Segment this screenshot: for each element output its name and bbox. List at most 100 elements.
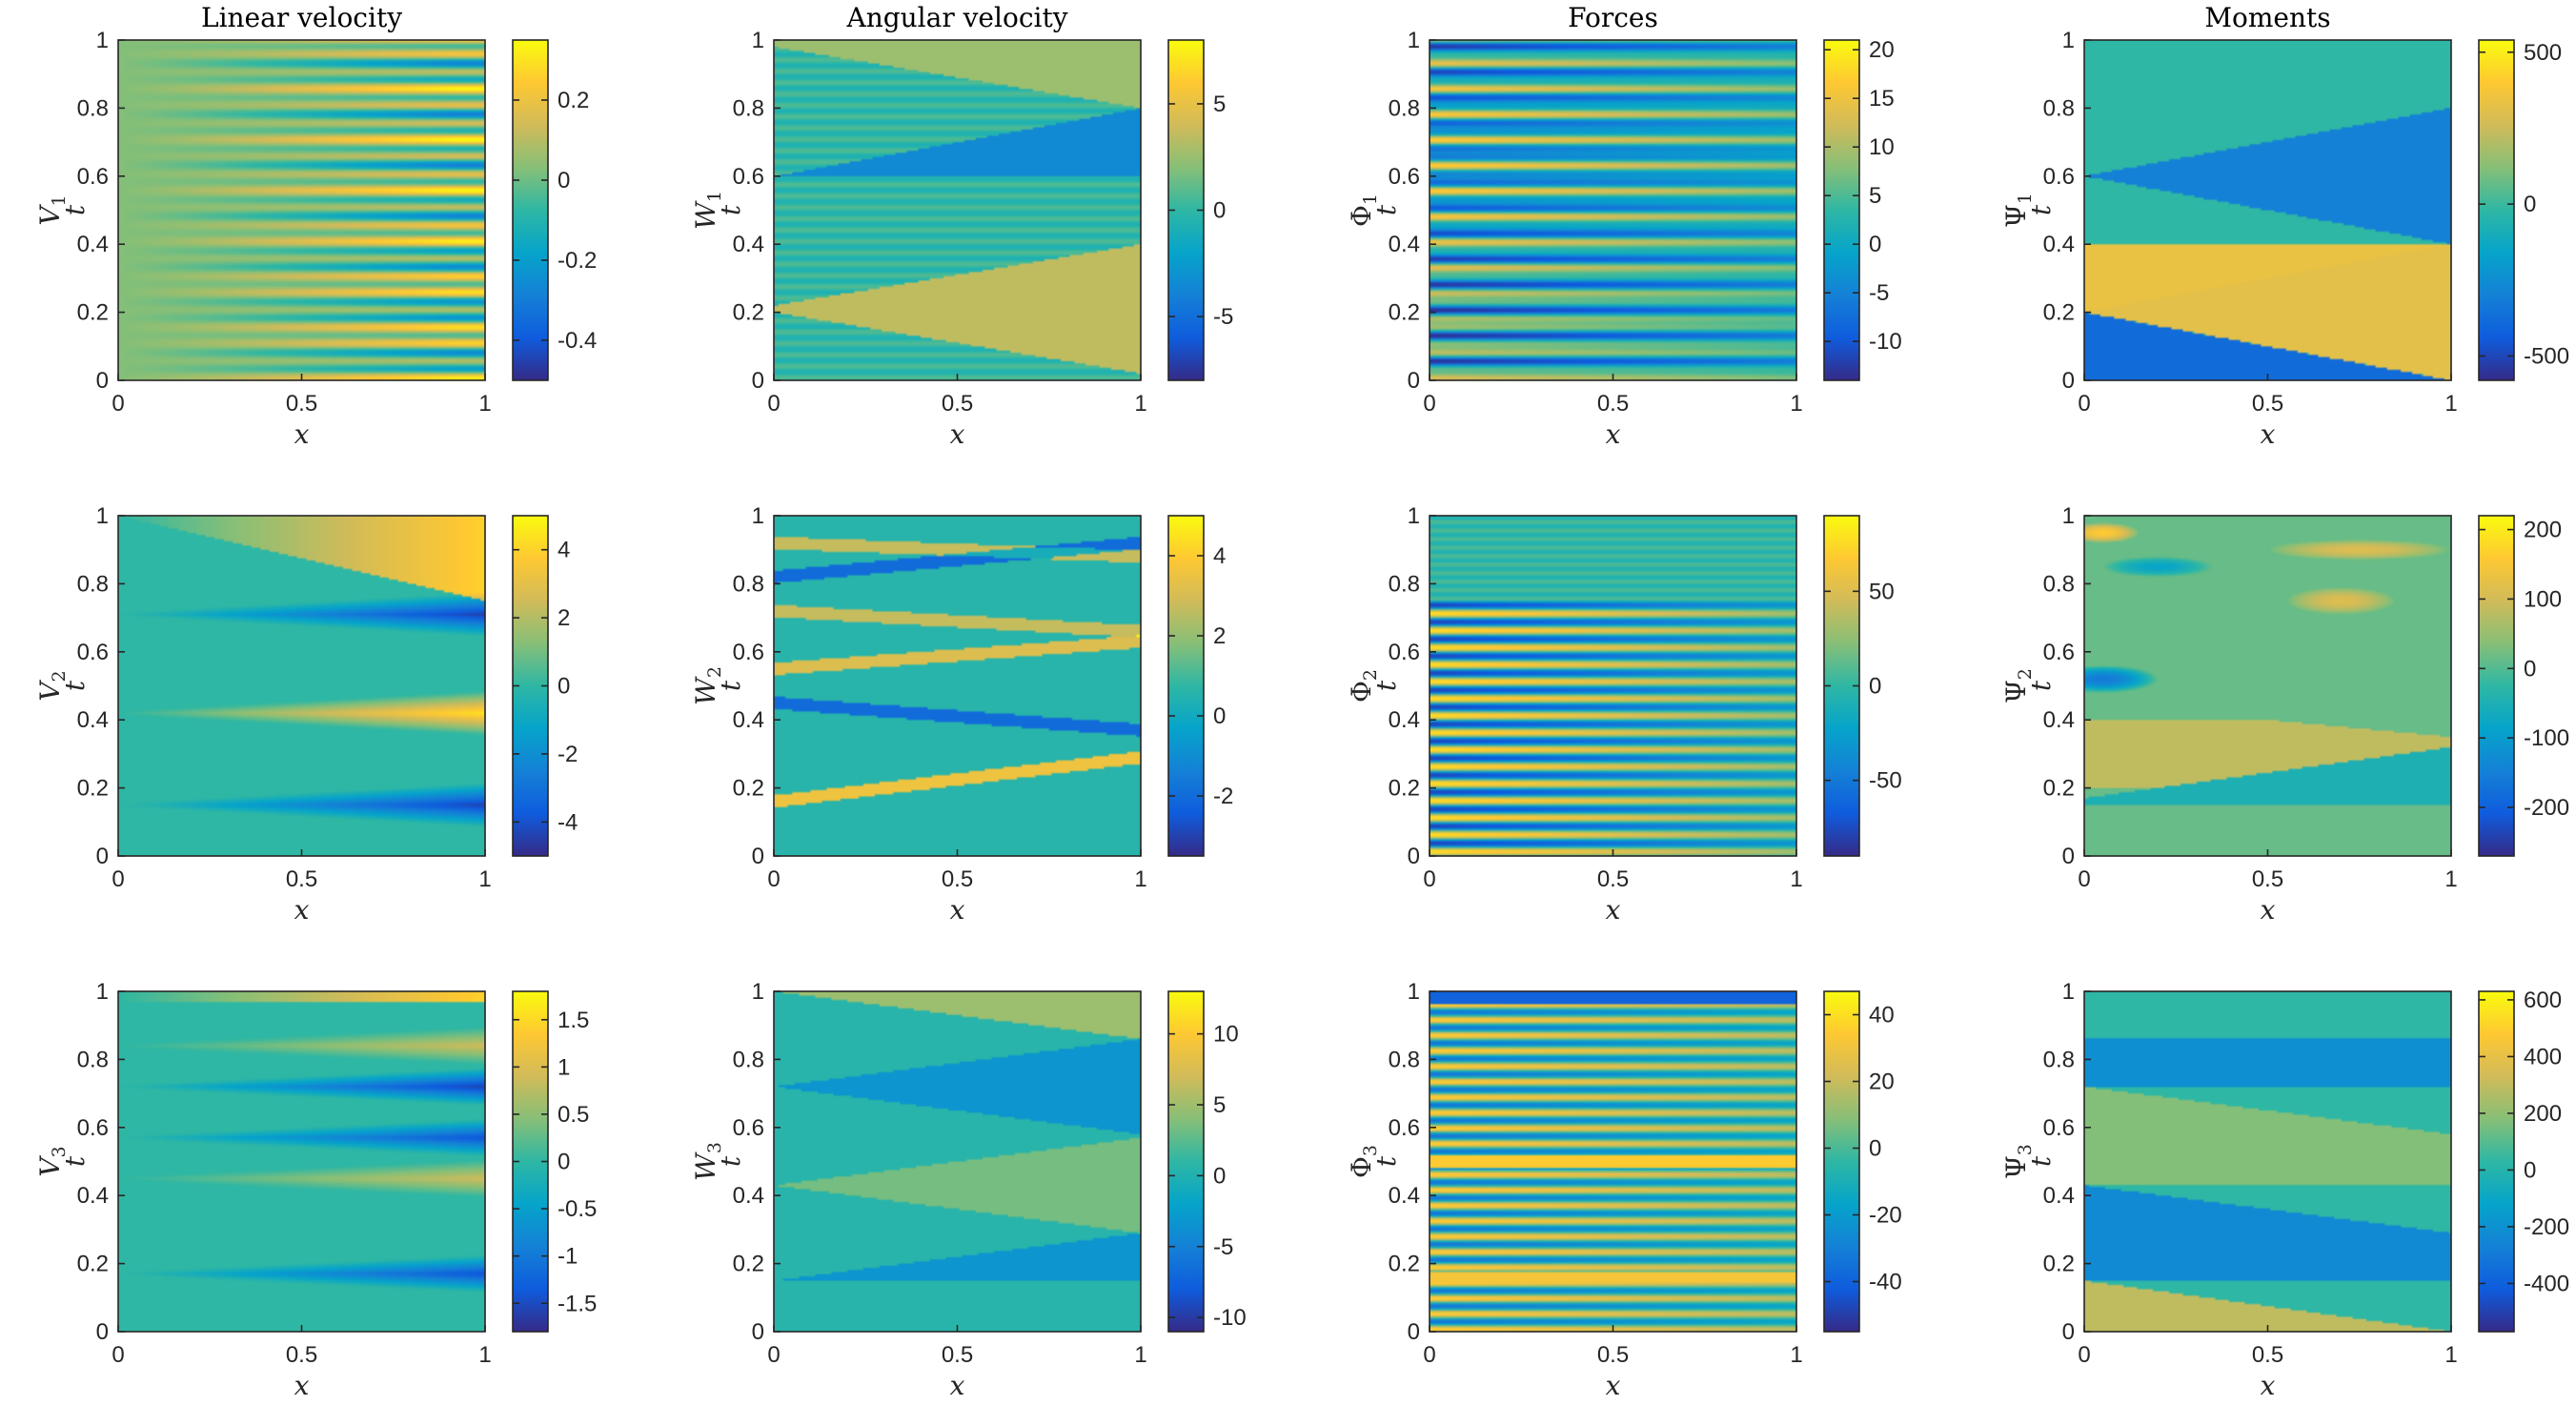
x-axis-label: x [2261, 1370, 2276, 1401]
y-tick-label: 1 [96, 28, 109, 53]
y-tick-label: 0 [752, 1319, 764, 1345]
heatmap-image [2084, 516, 2451, 856]
colorbar-tick-label: 200 [2524, 1101, 2562, 1127]
y-axis-variable: t [715, 680, 746, 691]
x-tick-label: 0 [1423, 1342, 1435, 1368]
y-tick-label: 0 [2062, 844, 2075, 869]
y-tick-label: 0.4 [2043, 232, 2075, 257]
y-tick-label: 1 [752, 979, 764, 1005]
y-tick-label: 0 [2062, 1319, 2075, 1345]
x-tick-label: 1 [1134, 391, 1146, 417]
colorbar-tick-label: 0.2 [558, 88, 589, 113]
y-tick-label: 0.6 [2043, 640, 2075, 665]
x-tick-label: 1 [1134, 1342, 1146, 1368]
colorbar-frame [2478, 515, 2515, 857]
y-tick-label: 0.4 [733, 1183, 764, 1209]
heatmap-image [1430, 40, 1796, 380]
x-tick-label: 0 [2078, 866, 2090, 892]
colorbar-tick-label: 500 [2524, 40, 2562, 66]
y-tick-label: 0.4 [77, 232, 109, 257]
y-tick-label: 0.4 [733, 707, 764, 733]
colorbar [2479, 40, 2514, 380]
y-tick-label: 0.8 [1389, 571, 1420, 597]
colorbar-tick-label: 0 [1213, 703, 1226, 729]
x-tick-label: 0.5 [1597, 391, 1629, 417]
colorbar-tick-label: 50 [1869, 579, 1895, 604]
y-tick-label: 0.8 [2043, 571, 2075, 597]
subplot-1-3: 00.20.40.60.810 0.5 1xΦ1tForces20151050-5-… [1346, 2, 1902, 450]
y-tick-label: 0.4 [2043, 707, 2075, 733]
colorbar-tick-label: 4 [558, 538, 570, 563]
y-tick-label: 0.6 [733, 164, 764, 190]
heatmap-image [774, 516, 1141, 856]
colorbar-tick-label: 40 [1869, 1003, 1895, 1029]
colorbar-tick-label: -10 [1213, 1305, 1247, 1331]
y-axis-label: Φ2 [1346, 669, 1381, 703]
heatmap-image [2084, 991, 2451, 1332]
y-axis-variable: t [1370, 680, 1402, 691]
x-tick-label: 0 [112, 391, 124, 417]
y-tick-label: 0.2 [1389, 300, 1420, 326]
colorbar-tick-label: 5 [1213, 1092, 1226, 1118]
colorbar-tick-label: 0 [1213, 1163, 1226, 1189]
colorbar-tick-label: 400 [2524, 1044, 2562, 1070]
y-tick-label: 0.8 [77, 571, 109, 597]
x-tick-label: 0.5 [1597, 1342, 1629, 1368]
heatmap-image [118, 516, 485, 856]
subplot-1-4: 0 0.2 0.4 0.6 0.8 1 0 0.5 1 x Ψ1t Moments 500 0 -500 [2000, 2, 2569, 450]
x-axis-label: x [294, 418, 310, 450]
y-tick-label: 0.2 [77, 300, 109, 326]
colorbar-tick-label: 0 [2524, 656, 2536, 682]
x-axis-label: x [1606, 418, 1621, 450]
y-tick-label: 0.8 [733, 571, 764, 597]
x-tick-label: 1 [1790, 1342, 1802, 1368]
y-tick-label: 1 [2062, 503, 2075, 529]
colorbar-frame [1167, 990, 1205, 1333]
colorbar-tick-label: 20 [1869, 37, 1895, 63]
y-axis-label: V3 [34, 1146, 70, 1176]
y-tick-label: 0.6 [77, 1115, 109, 1141]
y-tick-label: 0.4 [1389, 1183, 1420, 1209]
y-tick-label: 1 [752, 28, 764, 53]
x-tick-label: 1 [1790, 866, 1802, 892]
colorbar-tick-label: 5 [1869, 183, 1881, 209]
colorbar-tick-label: 10 [1213, 1022, 1239, 1048]
x-tick-label: 0 [1423, 866, 1435, 892]
y-axis-variable: t [1370, 204, 1402, 215]
y-tick-label: 0.6 [2043, 1115, 2075, 1141]
y-tick-label: 0.2 [2043, 300, 2075, 326]
x-tick-label: 1 [2444, 866, 2457, 892]
colorbar-tick-label: 0 [2524, 192, 2536, 217]
y-tick-label: 1 [1408, 503, 1420, 529]
colorbar-tick-label: 0 [1869, 232, 1881, 257]
y-axis-variable: t [59, 204, 91, 215]
subplot-3-1: 0 0.2 0.4 0.6 0.8 1 0 0.5 1 x V3t 1.5 1 0.5 0 -0.5 -1 -1.… [34, 979, 597, 1401]
y-tick-label: 0.6 [733, 640, 764, 665]
y-tick-label: 0.8 [1389, 95, 1420, 121]
colorbar-tick-label: -0.4 [558, 328, 597, 354]
y-axis-label: Φ1 [1346, 194, 1381, 227]
subplot-3-3: 0 0.2 0.4 0.6 0.8 1 0 0.5 1 x Φ3t 40 20 0 -20 -40 [1346, 979, 1902, 1401]
x-tick-label: 0 [2078, 391, 2090, 417]
colorbar-tick-label: -0.5 [558, 1196, 597, 1222]
y-tick-label: 0.8 [2043, 95, 2075, 121]
x-tick-label: 0 [767, 866, 780, 892]
x-tick-label: 1 [2444, 1342, 2457, 1368]
colorbar-frame [2478, 990, 2515, 1333]
colorbar-tick-label: -100 [2524, 725, 2569, 751]
y-axis-variable: t [59, 680, 91, 691]
colorbar-tick-label: -20 [1869, 1203, 1902, 1229]
y-axis-variable: t [2025, 1155, 2057, 1167]
y-tick-label: 0 [752, 844, 764, 869]
y-tick-label: 0 [752, 368, 764, 394]
x-tick-label: 1 [478, 391, 491, 417]
colorbar-frame [1167, 515, 1205, 857]
y-tick-label: 0.8 [733, 1047, 764, 1072]
colorbar-tick-label: -2 [1213, 784, 1233, 809]
colorbar-tick-label: 0 [558, 674, 570, 700]
y-tick-label: 1 [2062, 28, 2075, 53]
subplot-1-1: 0 0.2 0.4 0.6 0.8 1 0 0.5 1 x V1t Linear velocity 0.… [34, 2, 597, 450]
y-tick-label: 0 [1408, 1319, 1420, 1345]
colorbar [1168, 991, 1204, 1332]
